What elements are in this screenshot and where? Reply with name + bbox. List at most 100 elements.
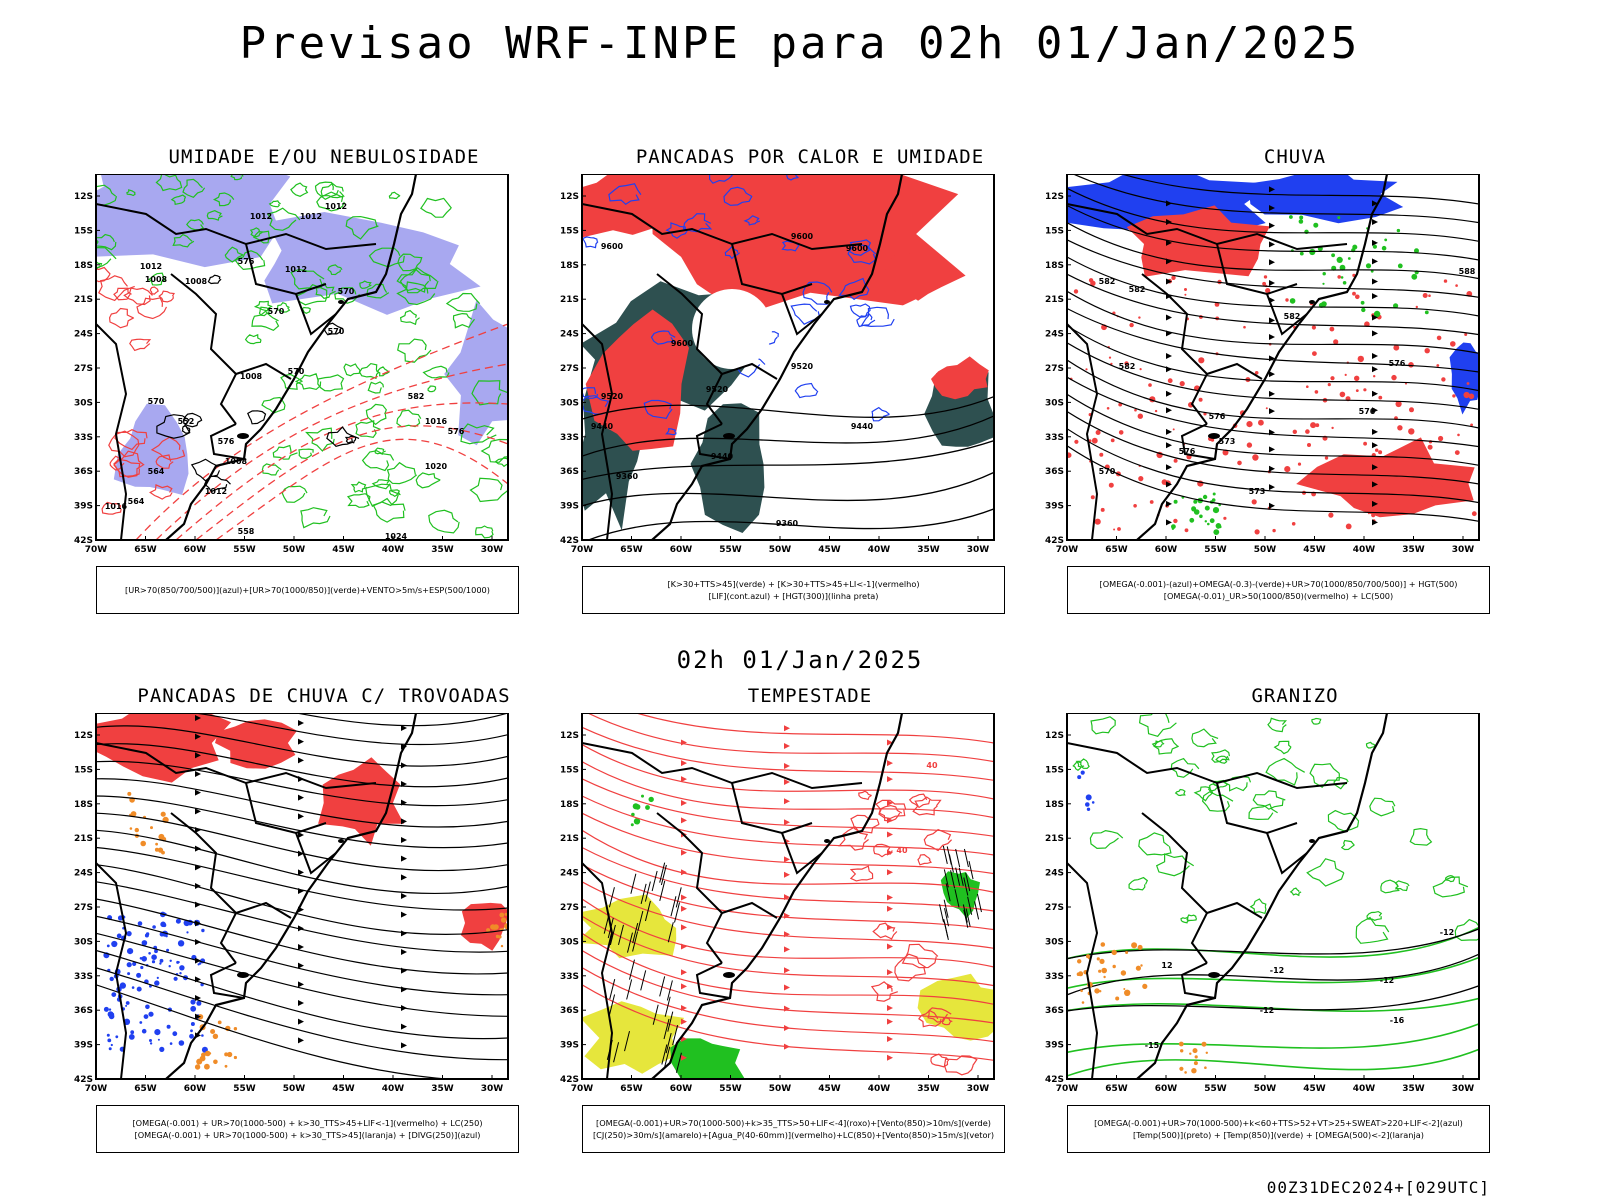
divergence-blue-speck xyxy=(125,1001,130,1005)
wind-vector xyxy=(659,862,666,883)
panel-title: PANCADAS DE CHUVA C/ TROVOADAS xyxy=(137,685,511,707)
streamline-arrow xyxy=(784,946,790,953)
streamline xyxy=(96,760,508,807)
wind-green-speck xyxy=(648,796,654,803)
isoline xyxy=(586,508,994,540)
lat-tick-label: 39S xyxy=(560,502,579,512)
humidity-low-level-contour xyxy=(327,264,343,276)
streamline-arrow xyxy=(784,931,790,938)
streamline-arrow xyxy=(401,1042,407,1049)
rain-red-speck xyxy=(1171,275,1176,280)
streamline xyxy=(96,812,508,872)
contour-label: 1008 xyxy=(240,372,263,381)
thickness-contour xyxy=(113,287,132,301)
streamline-arrow xyxy=(1372,464,1378,471)
humidity-low-level-contour xyxy=(172,233,195,248)
humidity-low-level-contour xyxy=(367,381,384,394)
omega-green-speck xyxy=(1173,499,1178,504)
omega500-orange-speck xyxy=(1178,1041,1184,1047)
panel-pancadas-calor: PANCADAS POR CALOR E UMIDADE 9600 9600 960… xyxy=(560,146,1060,626)
lat-tick-label: 18S xyxy=(560,261,579,271)
contour-label: 1012 xyxy=(300,212,322,221)
wind-vector xyxy=(965,872,971,892)
streamline-arrow xyxy=(681,776,687,783)
humidity-low-level-contour xyxy=(388,489,401,498)
thickness-isoline xyxy=(135,323,508,540)
divergence-blue-speck xyxy=(108,1008,112,1011)
thickness-contour xyxy=(155,454,174,469)
contour-label: 9600 xyxy=(846,244,869,253)
streamline xyxy=(582,932,994,1005)
thunder-orange-speck xyxy=(140,840,146,847)
streamline xyxy=(1067,222,1479,280)
country-border xyxy=(695,423,731,460)
streamline-arrow xyxy=(681,969,687,976)
country-border xyxy=(245,243,327,296)
lon-tick-label: 65W xyxy=(1105,545,1128,555)
lon-tick-label: 40W xyxy=(382,1084,405,1094)
divergence-blue-speck xyxy=(197,963,200,966)
temp850-contour xyxy=(1267,717,1288,733)
contour-label: 552 xyxy=(178,417,195,426)
omega500-orange-speck xyxy=(1189,1052,1192,1055)
hail-blue-speck xyxy=(1080,770,1085,775)
omega500-orange-speck xyxy=(1135,965,1141,971)
lon-tick-label: 65W xyxy=(134,1084,157,1094)
thunder-orange-speck xyxy=(509,940,512,943)
rain-red-speck xyxy=(1310,422,1317,429)
thunder-orange-speck xyxy=(194,1064,201,1070)
rain-red-speck xyxy=(1148,383,1152,387)
wind-green-speck xyxy=(641,794,644,798)
omega-green-speck xyxy=(1393,303,1399,309)
lat-tick-label: 15S xyxy=(74,765,93,775)
legend-line: [OMEGA(-0.01)_UR>50(1000/850)(vermelho) … xyxy=(1163,591,1394,601)
streamline-arrow xyxy=(681,817,687,824)
streamline-arrow xyxy=(887,1004,893,1011)
omega500-orange-speck xyxy=(1098,969,1102,973)
contour-label: 573 xyxy=(1249,487,1266,496)
streamline-arrow xyxy=(298,1018,304,1025)
rain-red-speck xyxy=(1379,458,1385,465)
lat-tick-label: 42S xyxy=(560,1075,579,1085)
humidity-low-level-contour xyxy=(427,385,437,393)
temp850-contour xyxy=(1311,717,1322,725)
wind-vector xyxy=(965,908,971,927)
streamline-arrow xyxy=(1269,259,1275,266)
streamline xyxy=(96,864,508,936)
divergence-blue-speck xyxy=(165,935,168,938)
humidity-low-level-contour xyxy=(316,191,345,212)
lon-tick-label: 70W xyxy=(85,1084,108,1094)
wind-vector xyxy=(663,1018,670,1040)
omega-green-speck xyxy=(1340,276,1344,279)
divergence-blue-speck xyxy=(127,972,131,976)
rain-red-speck xyxy=(1397,425,1403,431)
humidity-low-level-contour xyxy=(294,373,322,391)
lagoon-marker xyxy=(723,972,735,978)
rain-red-speck xyxy=(1371,513,1376,518)
country-border xyxy=(209,423,245,460)
streamline-arrow xyxy=(195,715,201,721)
humidity-low-level-contour xyxy=(334,287,361,305)
thunder-orange-speck xyxy=(504,912,508,916)
lon-tick-label: 30W xyxy=(1452,545,1475,555)
lon-tick-label: 35W xyxy=(1402,1084,1425,1094)
map-frame xyxy=(581,174,995,541)
country-border xyxy=(1180,962,1216,999)
lon-tick-label: 55W xyxy=(233,1084,256,1094)
rain-red-speck xyxy=(1416,442,1420,445)
lon-tick-label: 45W xyxy=(818,545,841,555)
precipitable-water-contour xyxy=(930,1053,950,1068)
streamline xyxy=(582,967,994,1043)
rain-red-speck xyxy=(1306,385,1309,388)
lifted-index-contour xyxy=(650,330,676,345)
omega500-orange-speck xyxy=(1124,989,1131,996)
thunder-orange-speck xyxy=(204,1050,211,1057)
temp850-contour xyxy=(1340,839,1355,851)
streamline xyxy=(96,846,508,911)
omega500-orange-speck xyxy=(1103,975,1106,979)
lon-tick-label: 60W xyxy=(184,1084,207,1094)
coastline xyxy=(165,174,418,540)
contour-label: 1012 xyxy=(325,202,347,211)
wind-vector xyxy=(976,893,982,913)
